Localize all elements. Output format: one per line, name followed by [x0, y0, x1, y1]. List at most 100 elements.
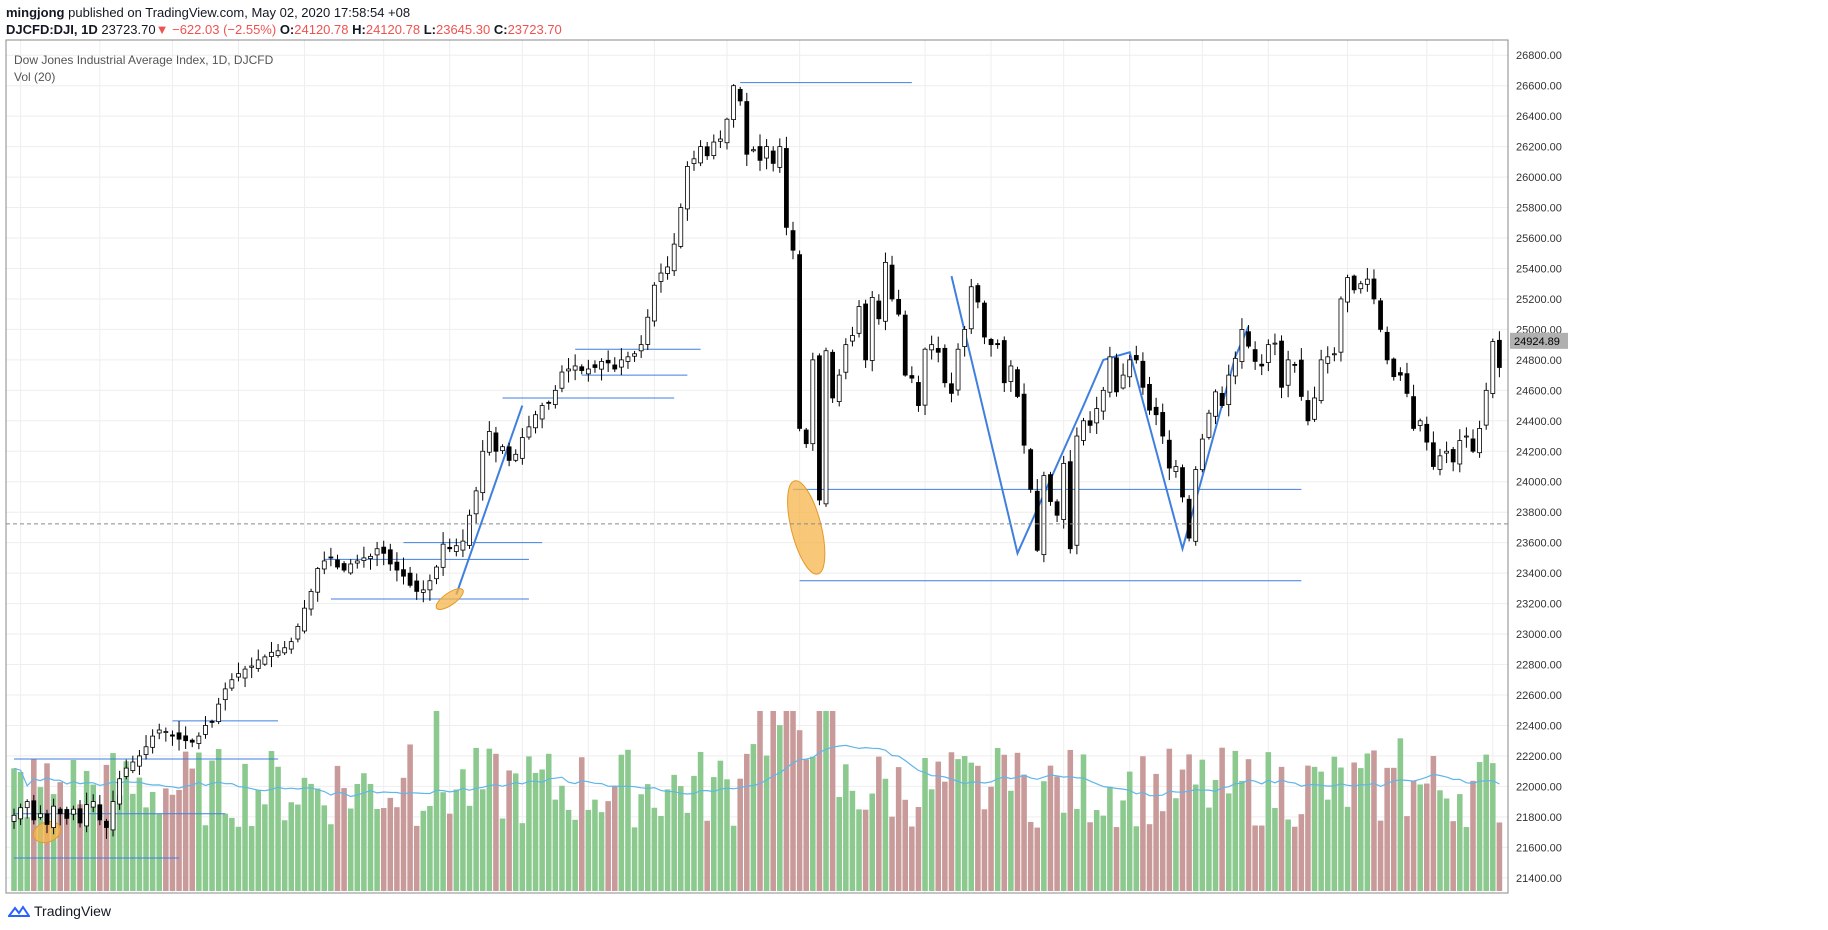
- candle-body: [1279, 340, 1284, 388]
- candle-body: [262, 656, 268, 665]
- volume-bar: [1153, 773, 1159, 891]
- candle-body: [97, 804, 103, 821]
- candle-body: [513, 453, 519, 461]
- y-tick-label: 24000.00: [1516, 477, 1562, 489]
- volume-bar: [1404, 816, 1410, 891]
- high-value: 24120.78: [365, 22, 421, 37]
- candle-body: [949, 383, 954, 394]
- indicator-label: Vol (20): [14, 70, 55, 84]
- candle-body: [1067, 461, 1073, 550]
- volume-bar: [1034, 827, 1041, 891]
- volume-bar: [433, 711, 440, 891]
- candle-body: [150, 735, 156, 748]
- volume-bar: [1344, 806, 1351, 891]
- volume-bar: [1311, 766, 1318, 891]
- volume-bar: [955, 759, 961, 891]
- candle-body: [876, 300, 882, 320]
- volume-bar: [156, 814, 163, 891]
- volume-bar: [209, 760, 215, 891]
- volume-bar: [1397, 738, 1404, 891]
- candle-body: [1100, 389, 1106, 412]
- volume-bar: [169, 794, 176, 891]
- volume-bar: [499, 818, 506, 891]
- candle-body: [427, 580, 433, 591]
- candle-body: [823, 350, 829, 505]
- volume-bar: [189, 768, 196, 891]
- candle-body: [1305, 400, 1311, 422]
- volume-bar: [275, 766, 281, 891]
- candle-body: [817, 355, 822, 501]
- candle-body: [1397, 372, 1403, 376]
- candle-body: [916, 382, 921, 406]
- candle-body: [1120, 374, 1126, 389]
- volume-bar: [64, 813, 70, 891]
- candle-body: [440, 543, 446, 568]
- candle-body: [612, 364, 618, 370]
- volume-bar: [235, 826, 242, 891]
- volume-bar: [578, 757, 585, 891]
- volume-bar: [618, 754, 625, 891]
- volume-bar: [823, 711, 829, 891]
- volume-bar: [744, 753, 750, 891]
- arrow-dec-rally: [455, 405, 524, 595]
- volume-bar: [361, 773, 367, 891]
- candle-body: [1114, 357, 1119, 393]
- candle-body: [711, 141, 717, 156]
- footer-brand[interactable]: TradingView: [8, 903, 111, 919]
- candle-body: [883, 261, 888, 322]
- candle-body: [790, 230, 796, 251]
- candle-body: [1417, 420, 1423, 426]
- volume-bar: [1437, 790, 1443, 891]
- candle-body: [896, 298, 902, 315]
- volume-bar: [301, 777, 308, 891]
- candle-body: [328, 556, 334, 559]
- volume-bar: [1470, 780, 1476, 891]
- candle-body: [1048, 474, 1053, 502]
- volume-bar: [407, 744, 413, 891]
- volume-bar: [1232, 750, 1239, 891]
- y-tick-label: 26000.00: [1516, 172, 1562, 184]
- candle-body: [698, 146, 703, 164]
- volume-bar: [895, 767, 902, 891]
- y-tick-label: 23200.00: [1516, 599, 1562, 611]
- volume-bar: [981, 809, 988, 891]
- y-tick-label: 25200.00: [1516, 294, 1562, 306]
- volume-bar: [526, 756, 532, 891]
- volume-bar: [1159, 811, 1166, 891]
- volume-bar: [1483, 754, 1489, 891]
- volume-bars: [11, 711, 1503, 891]
- candle-body: [856, 306, 862, 334]
- candle-body: [1477, 428, 1482, 454]
- chart-canvas[interactable]: 26800.00 26600.00 26400.00 26200.00 26000.00…: [0, 0, 1828, 900]
- volume-bar: [262, 804, 268, 891]
- volume-bar: [539, 769, 545, 891]
- volume-bar: [1265, 752, 1272, 891]
- candle-body: [1173, 466, 1179, 472]
- candle-body: [942, 347, 948, 384]
- volume-bar: [1093, 810, 1100, 891]
- candle-body: [255, 659, 261, 669]
- candle-body: [117, 778, 123, 805]
- volume-bar: [1357, 768, 1364, 891]
- candle-body: [38, 813, 43, 818]
- volume-bar: [1021, 774, 1027, 891]
- volume-bar: [1047, 765, 1054, 891]
- candle-body: [539, 405, 545, 420]
- volume-bar: [295, 804, 301, 891]
- author-name[interactable]: mingjong: [6, 5, 65, 20]
- y-tick-label: 24600.00: [1516, 385, 1562, 397]
- candle-body: [361, 557, 367, 561]
- candle-body: [658, 272, 664, 282]
- volume-bar: [394, 807, 400, 891]
- volume-bar: [17, 772, 24, 891]
- volume-bar: [1080, 754, 1087, 891]
- volume-bar: [328, 824, 334, 891]
- volume-bar: [1417, 784, 1423, 891]
- volume-bar: [796, 730, 803, 891]
- candle-body: [968, 286, 974, 330]
- candle-body: [123, 767, 129, 777]
- volume-bar: [994, 747, 1001, 891]
- candle-body: [473, 490, 479, 515]
- candle-body: [671, 243, 677, 272]
- candle-body: [1358, 283, 1364, 290]
